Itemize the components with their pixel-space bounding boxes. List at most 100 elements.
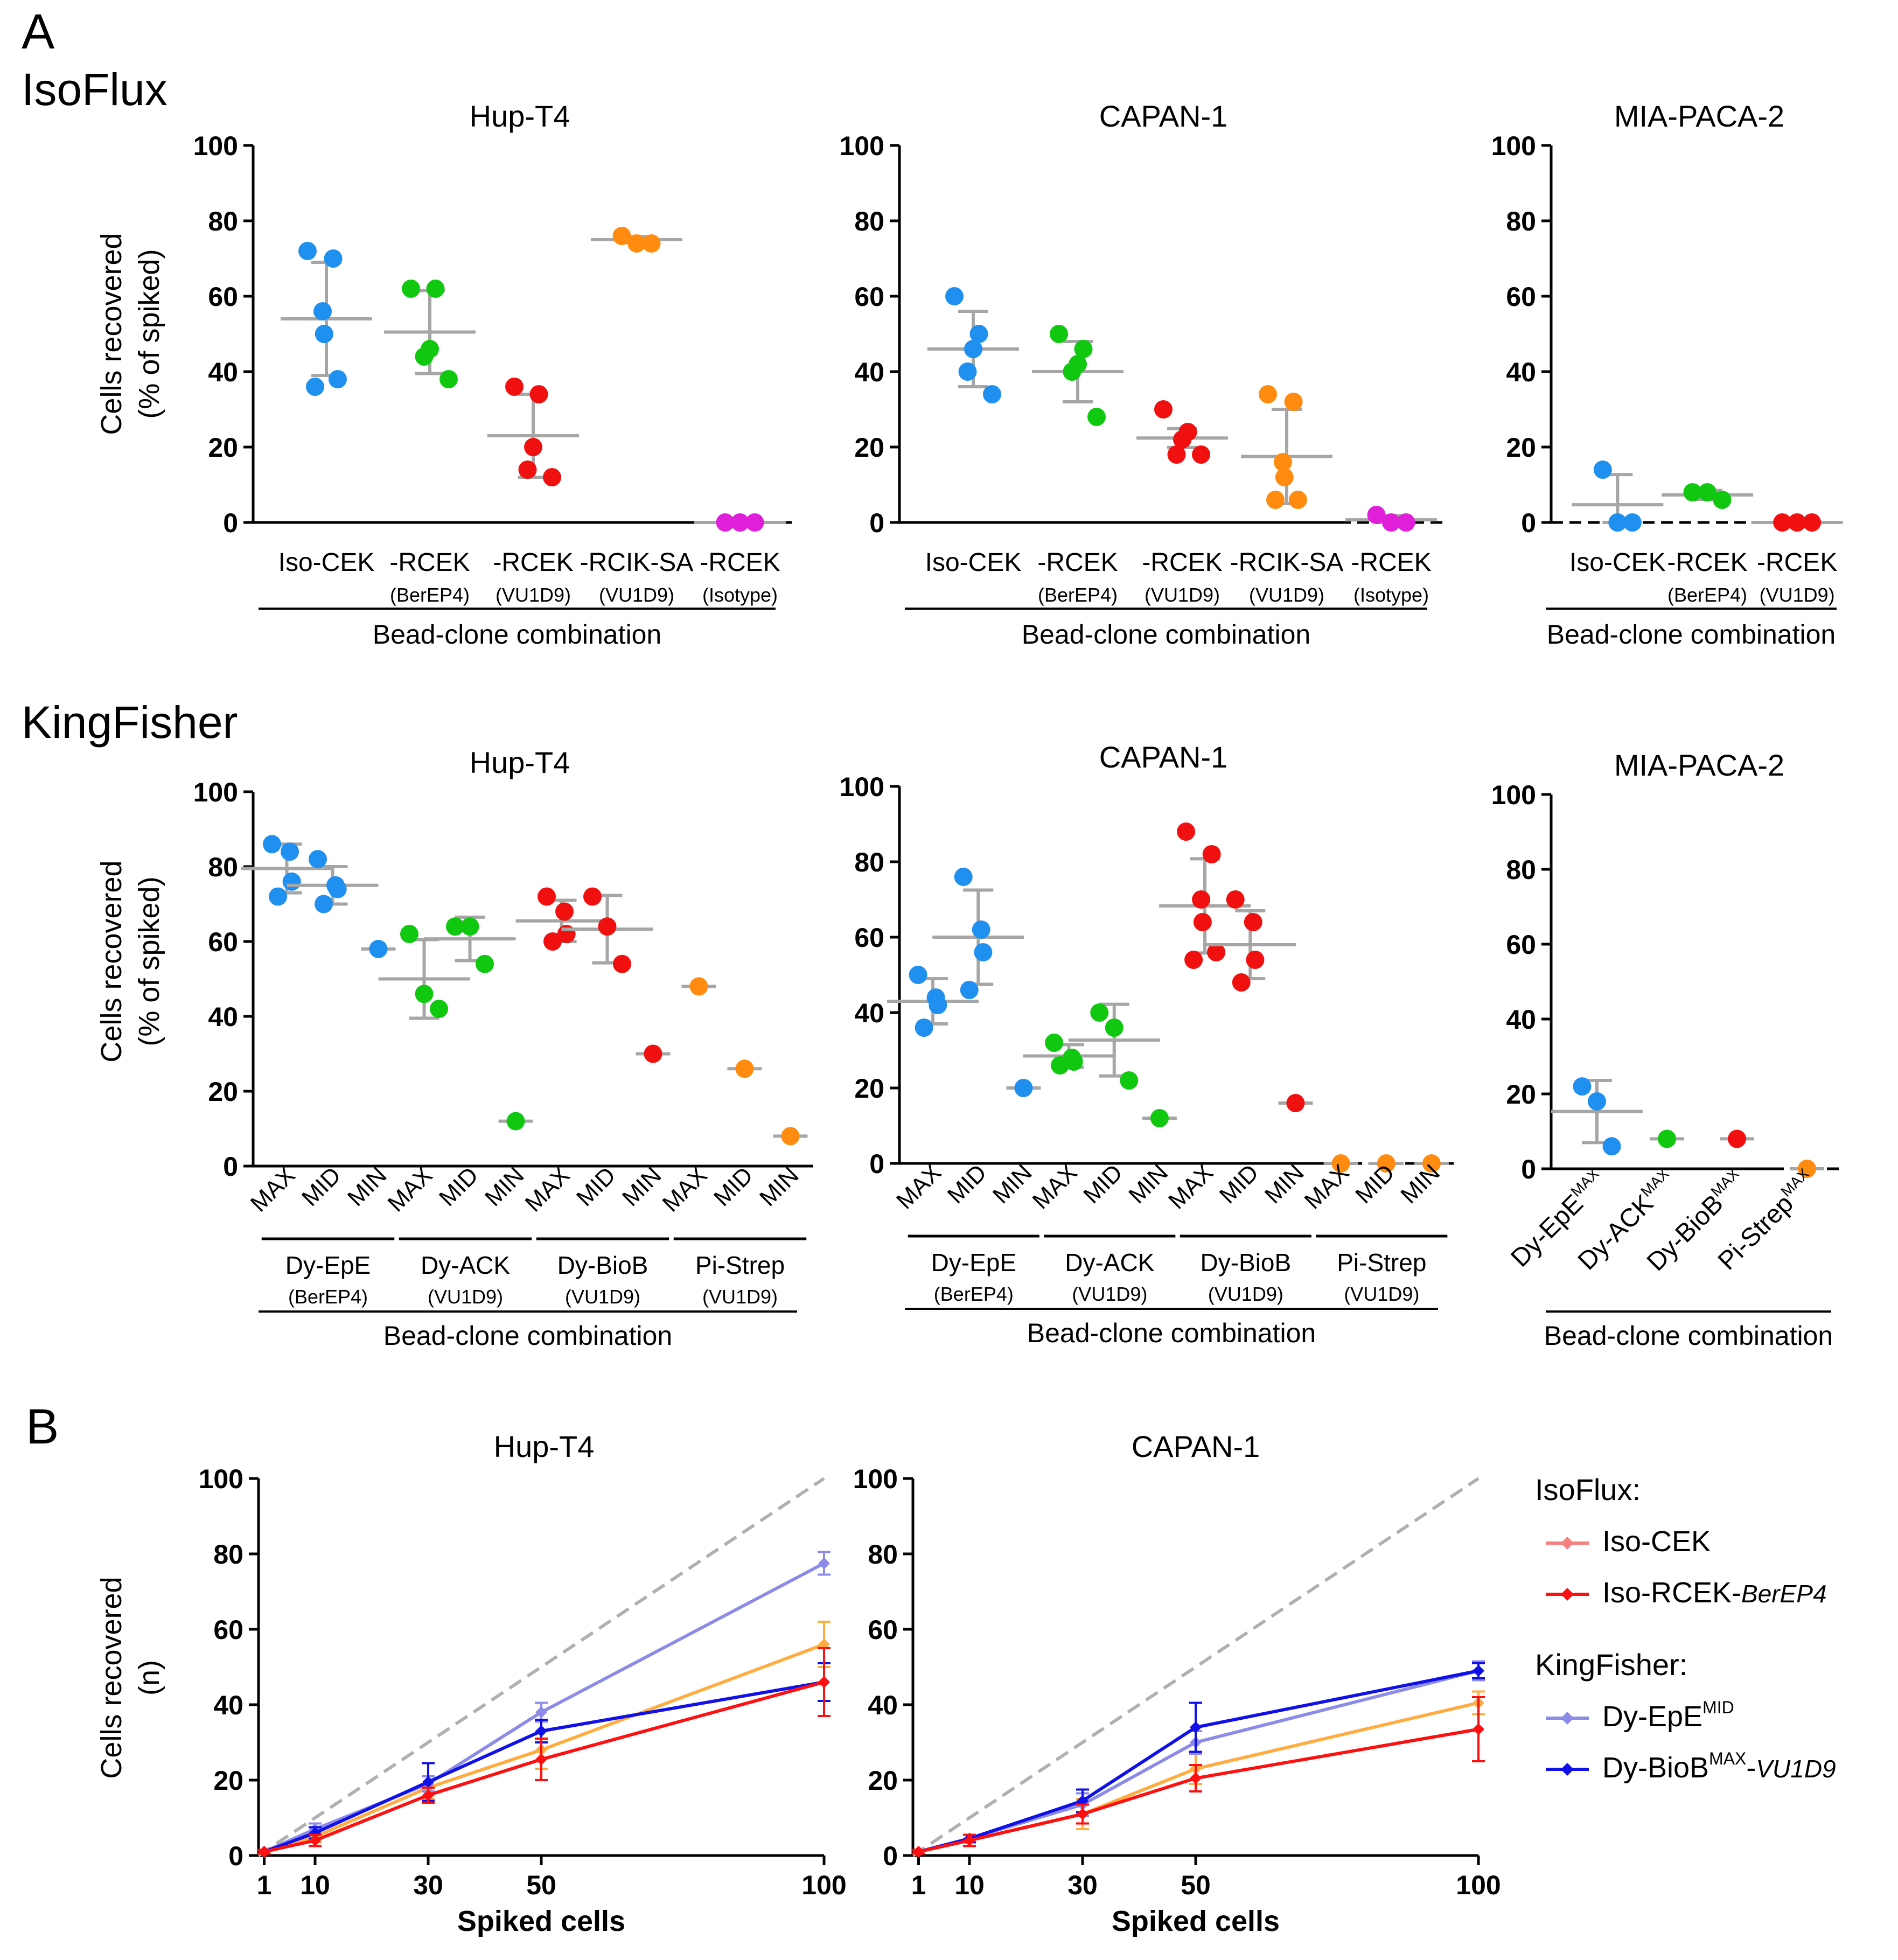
ylabel-line1: Cells recovered [95, 233, 128, 435]
tick-main: Dy-ACK [1573, 1189, 1659, 1275]
group-label: Iso-CEK [278, 548, 375, 577]
data-point [1289, 491, 1307, 509]
data-point [529, 385, 548, 403]
group-label: -RCIK-SA [1230, 548, 1344, 577]
ylabel-line2: (n) [133, 1660, 165, 1696]
series-line [918, 1669, 1479, 1853]
data-point [915, 1019, 933, 1037]
chart-title: CAPAN-1 [1099, 99, 1228, 133]
y-tick-label: 20 [1506, 433, 1536, 463]
x-tick-label: MIN [617, 1162, 667, 1211]
y-tick-label: 100 [1491, 780, 1536, 810]
group-label: -RCEK [1667, 548, 1747, 577]
data-point [439, 370, 458, 388]
data-point [1286, 1094, 1305, 1112]
data-point [1397, 513, 1415, 532]
data-point [1050, 325, 1068, 343]
x-tick-label: MIN [988, 1159, 1037, 1209]
chart-title: CAPAN-1 [1132, 1429, 1260, 1463]
data-point [1377, 1154, 1395, 1173]
y-tick-label: 0 [869, 508, 884, 538]
data-point [929, 996, 947, 1014]
x-tick-label: 50 [526, 1870, 556, 1900]
y-tick-label: 0 [1521, 1154, 1536, 1184]
ylabel-panel-b: Cells recovered (n) [95, 1577, 165, 1778]
legend-label-main: Iso-RCEK- [1602, 1577, 1741, 1609]
y-tick-label: 20 [208, 433, 238, 463]
data-point [960, 981, 979, 999]
x-tick-label: 30 [413, 1870, 443, 1900]
data-point [1226, 890, 1245, 909]
y-tick-label: 80 [854, 206, 884, 236]
data-point [1367, 506, 1386, 524]
data-point [415, 347, 434, 366]
group-sublabel: (VU1D9) [599, 584, 674, 606]
x-tick-label: MIN [1260, 1159, 1309, 1209]
x-axis-title: Bead-clone combination [1022, 619, 1310, 650]
data-point [369, 939, 388, 958]
data-point [1087, 408, 1106, 426]
x-tick-label: 10 [300, 1870, 330, 1900]
x-tick-label: 100 [1456, 1870, 1501, 1900]
legend-label-italic: VU1D9 [1756, 1755, 1836, 1783]
legend-label-tail: - [1746, 1752, 1756, 1784]
series-line [263, 1680, 825, 1853]
data-point [1588, 1092, 1606, 1111]
bead-group-sublabel: (VU1D9) [1344, 1283, 1419, 1305]
y-tick-label: 60 [208, 927, 238, 957]
data-point [430, 1000, 448, 1019]
bead-group-label: Dy-ACK [421, 1251, 510, 1279]
data-point [689, 977, 708, 996]
data-point [974, 943, 993, 961]
data-point [1623, 513, 1642, 532]
legend-label-superscript: MID [1702, 1698, 1734, 1717]
data-point [1063, 362, 1081, 381]
data-point [402, 280, 420, 298]
series-marker [535, 1706, 547, 1718]
legend-header-isoflux: IsoFlux: [1535, 1473, 1641, 1506]
x-tick-label: 100 [801, 1870, 846, 1900]
data-point [1683, 483, 1702, 501]
legend-header-kingfisher: KingFisher: [1535, 1648, 1687, 1682]
data-point [1331, 1154, 1350, 1173]
chart-b-legend: IsoFlux: KingFisher: Iso-CEK Iso-RCEK-BerEP… [1535, 1473, 1836, 1784]
y-tick-label: 80 [208, 206, 238, 236]
series-line [918, 1669, 1479, 1853]
data-point [306, 378, 324, 396]
y-tick-label: 60 [213, 1615, 243, 1645]
series-marker [964, 1835, 975, 1846]
data-point [505, 378, 524, 396]
data-point [969, 325, 988, 343]
data-point [313, 302, 332, 320]
y-tick-label: 100 [853, 1464, 898, 1494]
data-point [1422, 1154, 1441, 1173]
group-label: -RCEK [1142, 548, 1222, 577]
panel-b-label: B [26, 1399, 59, 1454]
data-point [1154, 400, 1173, 418]
y-tick-label: 20 [854, 1073, 884, 1104]
data-point [1120, 1071, 1139, 1090]
data-point [644, 1044, 662, 1063]
identity-reference-line [257, 1477, 825, 1857]
legend-label-italic: BerEP4 [1741, 1580, 1827, 1608]
data-point [1167, 445, 1186, 464]
data-point [298, 242, 317, 260]
data-point [1602, 1137, 1621, 1156]
x-axis-title: Bead-clone combination [373, 619, 661, 650]
series-marker [422, 1789, 434, 1801]
data-point [731, 513, 749, 532]
data-point [781, 1127, 800, 1146]
y-tick-label: 0 [223, 1152, 238, 1182]
data-point [612, 227, 631, 245]
y-tick-label: 20 [854, 433, 884, 463]
data-point [426, 280, 445, 298]
y-tick-label: 40 [1506, 1005, 1536, 1035]
y-tick-label: 0 [223, 508, 238, 538]
bead-group-label: Dy-BioB [1200, 1248, 1291, 1277]
chart-title: CAPAN-1 [1099, 740, 1228, 774]
bead-group-sublabel: (VU1D9) [565, 1286, 640, 1308]
x-tick-label: MID [709, 1162, 758, 1211]
y-tick-label: 100 [840, 131, 884, 161]
group-label: -RCIK-SA [580, 548, 694, 577]
